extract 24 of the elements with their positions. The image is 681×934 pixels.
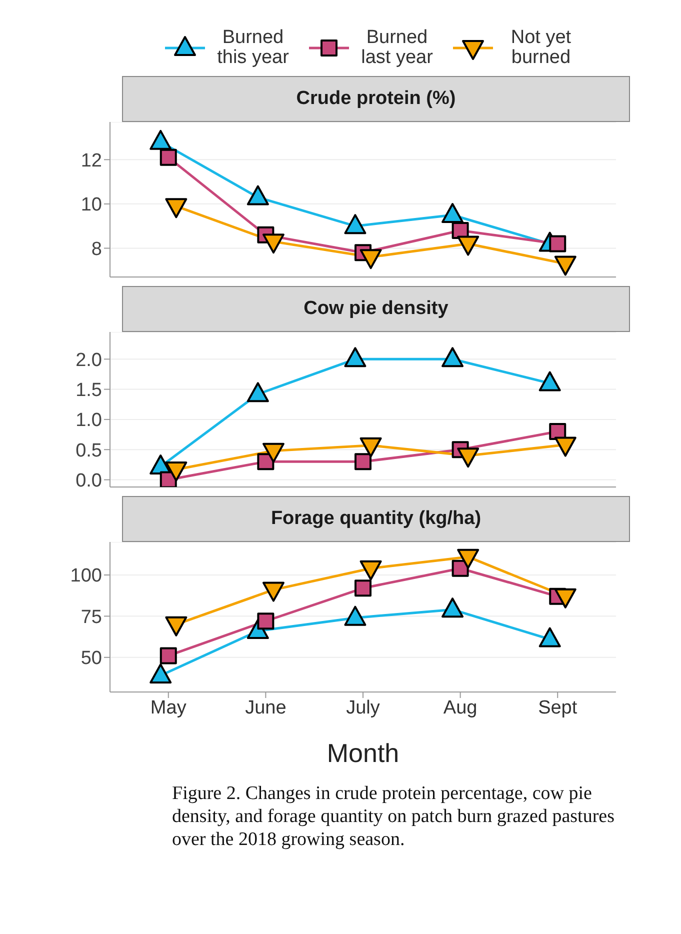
chart-title: Forage quantity (kg/ha): [270, 508, 482, 530]
x-tick-label: May: [150, 697, 187, 718]
y-tick-label: 8: [91, 238, 102, 260]
legend-label: Burned this year: [216, 27, 290, 68]
y-tick-label: 50: [80, 648, 102, 670]
y-tick-label: 100: [70, 566, 102, 587]
y-tick-label: 0.5: [76, 440, 102, 462]
y-tick-label: 2.0: [76, 350, 102, 371]
y-tick-label: 0.0: [76, 470, 102, 492]
legend-label: Burned last year: [360, 27, 434, 68]
y-tick-label: 1.5: [76, 380, 102, 402]
x-axis-title: Month: [326, 738, 400, 768]
chart-title: Crude protein (%): [296, 88, 456, 110]
caption: Figure 2. Changes in crude protein percentage, cow pie density, and forage quantity on patch burn grazed pastures over the 2018 growing season.: [172, 783, 614, 850]
legend-label: Not yet burned: [510, 27, 572, 68]
y-tick-label: 75: [80, 606, 102, 628]
x-tick-label: June: [245, 697, 286, 718]
x-tick-label: Aug: [443, 697, 478, 718]
y-tick-label: 10: [80, 194, 102, 216]
x-tick-label: July: [346, 697, 380, 718]
y-tick-label: 1.0: [76, 410, 102, 432]
x-tick-label: Sept: [538, 697, 578, 718]
chart-title: Cow pie density: [304, 298, 448, 320]
y-tick-label: 12: [80, 150, 102, 172]
